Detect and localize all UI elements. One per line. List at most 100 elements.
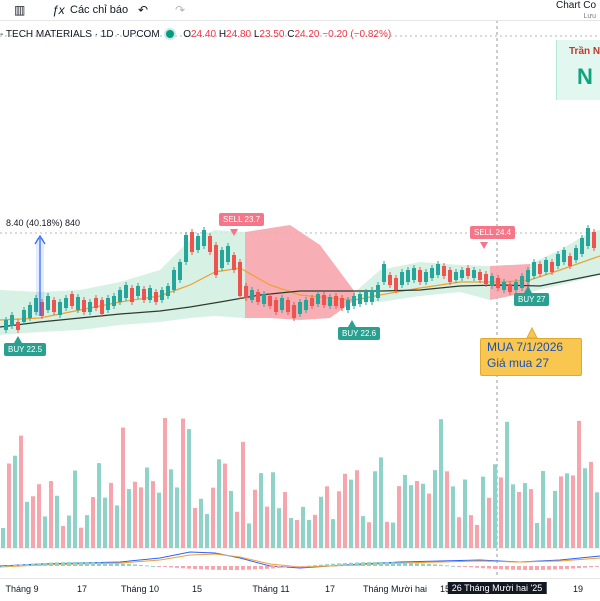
candle-body <box>286 300 290 312</box>
x-tick-label: 17 <box>76 584 88 594</box>
macd-histogram-bar <box>421 563 425 566</box>
macd-histogram-bar <box>397 562 401 566</box>
macd-histogram-bar <box>403 562 407 566</box>
chart-layout-button[interactable]: Chart Co Lưu <box>555 0 596 20</box>
volume-bar <box>157 492 161 548</box>
macd-histogram-bar <box>355 562 359 566</box>
candle-body <box>550 262 554 272</box>
volume-bar <box>553 490 557 548</box>
logo-line-2: N <box>577 64 593 89</box>
volume-bar <box>439 419 443 548</box>
volume-bar <box>325 486 329 548</box>
symbol-title[interactable]: - TECH MATERIALS · 1D · UPCOM <box>0 29 160 40</box>
volume-bar <box>73 470 77 548</box>
undo-icon[interactable]: ↶ <box>138 3 149 17</box>
volume-bar <box>295 519 299 548</box>
candle-body <box>130 288 134 302</box>
candle-body <box>232 255 236 270</box>
candle-body <box>298 302 302 314</box>
candle-body <box>304 300 308 310</box>
volume-bar <box>199 498 203 548</box>
x-tick-label: Tháng 11 <box>252 584 290 594</box>
candle-body <box>502 282 506 290</box>
candle-body <box>250 290 254 300</box>
volume-bar <box>463 479 467 548</box>
macd-histogram-bar <box>175 566 179 568</box>
macd-histogram-bar <box>481 566 485 569</box>
candle-body <box>520 276 524 288</box>
volume-bar <box>499 477 503 548</box>
volume-bar <box>7 463 11 548</box>
volume-bar <box>343 473 347 548</box>
candle-body <box>106 298 110 310</box>
macd-histogram-bar <box>445 565 449 567</box>
redo-icon[interactable]: ↷ <box>175 3 186 17</box>
candle-body <box>424 272 428 282</box>
macd-histogram-bar <box>349 562 353 566</box>
macd-histogram-bar <box>451 565 455 567</box>
macd-histogram-bar <box>415 563 419 566</box>
candle-body <box>430 268 434 278</box>
indicators-button[interactable]: Các chỉ báo <box>70 4 129 16</box>
volume-bar <box>55 495 59 548</box>
macd-histogram-bar <box>337 563 341 566</box>
volume-bar <box>457 517 461 548</box>
candle-body <box>100 300 104 314</box>
volume-bar <box>37 484 41 548</box>
macd-histogram-bar <box>181 566 185 569</box>
macd-histogram-bar <box>439 564 443 566</box>
volume-bar <box>235 511 239 548</box>
volume-bar <box>139 487 143 548</box>
volume-bar <box>409 485 413 548</box>
volume-bar <box>175 487 179 548</box>
candle-body <box>592 232 596 248</box>
macd-histogram-bar <box>427 563 431 566</box>
volume-bar <box>547 518 551 548</box>
symbol-legend: - TECH MATERIALS · 1D · UPCOM O24.40 H24… <box>0 29 392 40</box>
volume-bar <box>145 467 149 548</box>
volume-bar <box>217 459 221 548</box>
macd-histogram-bar <box>133 564 137 566</box>
volume-bar <box>559 476 563 548</box>
macd-histogram-bar <box>547 566 551 570</box>
candle-body <box>40 302 44 316</box>
volume-bar <box>331 519 335 548</box>
candle-body <box>94 298 98 308</box>
time-axis[interactable]: Tháng 9 17 Tháng 10 15 Tháng 11 17 Tháng… <box>0 578 600 601</box>
macd-histogram-bar <box>151 565 155 567</box>
macd-histogram-bar <box>169 566 173 568</box>
macd-histogram-bar <box>49 562 53 566</box>
candle-body <box>334 296 338 306</box>
volume-bar <box>241 441 245 548</box>
candle-body <box>202 230 206 246</box>
macd-line <box>0 551 600 569</box>
macd-histogram-bar <box>205 566 209 570</box>
candle-body <box>154 292 158 302</box>
macd-histogram-bar <box>97 562 101 566</box>
volume-bar <box>307 519 311 548</box>
macd-histogram-bar <box>157 566 161 567</box>
volume-bar <box>415 480 419 548</box>
macd-histogram-bar <box>55 562 59 566</box>
chart-type-icon[interactable]: ▥ <box>14 3 26 17</box>
volume-bar <box>451 486 455 548</box>
macd-histogram-bar <box>331 563 335 566</box>
callout-pointer <box>526 326 538 339</box>
macd-histogram-bar <box>109 562 113 566</box>
candle-body <box>214 245 218 275</box>
fx-icon[interactable]: ƒx <box>52 3 65 17</box>
volume-bar <box>403 474 407 548</box>
sell-pointer <box>480 242 488 249</box>
macd-histogram-bar <box>325 564 329 566</box>
volume-bar <box>469 515 473 548</box>
candle-body <box>340 298 344 308</box>
volume-bar <box>67 515 71 548</box>
macd-histogram-bar <box>79 562 83 566</box>
volume-bar <box>337 491 341 548</box>
volume-bar <box>127 489 131 548</box>
sell-signal-1: SELL 23.7 <box>219 213 265 226</box>
macd-histogram-bar <box>295 566 299 567</box>
candle-body <box>118 290 122 302</box>
candle-body <box>406 270 410 282</box>
